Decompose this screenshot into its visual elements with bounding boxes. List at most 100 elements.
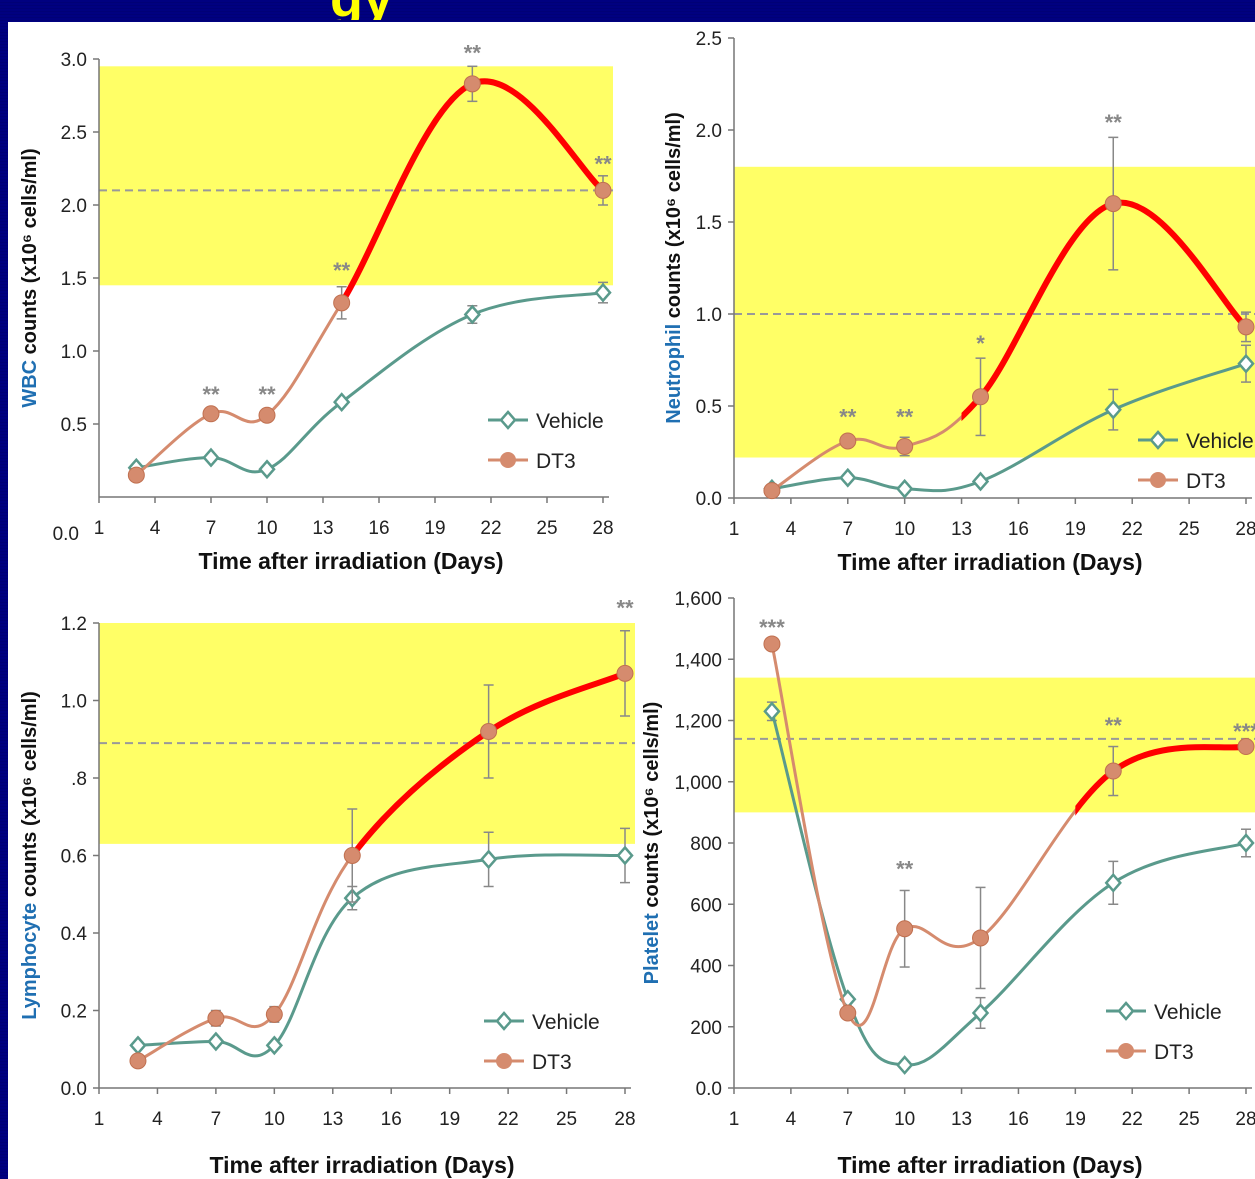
y-tick-label: 1.5	[61, 269, 87, 290]
x-tick-label: 25	[1179, 1109, 1200, 1130]
y-origin-label: 0.0	[53, 524, 79, 545]
y-tick-label: 2.5	[696, 29, 722, 50]
y-axis-title-accent: Neutrophil	[663, 324, 685, 424]
dt3-data-point	[616, 664, 634, 682]
x-tick-label: 28	[1235, 1109, 1255, 1130]
x-tick-label: 13	[951, 1109, 972, 1130]
dt3-data-point	[839, 432, 857, 450]
vehicle-data-point	[202, 447, 220, 468]
x-tick-label: 13	[312, 518, 333, 539]
x-tick-label: 4	[152, 1109, 163, 1130]
y-tick-label: 1,400	[674, 650, 722, 671]
x-tick-label: 25	[556, 1109, 577, 1130]
significance-annotation: **	[896, 857, 914, 882]
x-axis-title: Time after irradiation (Days)	[198, 548, 503, 574]
x-tick-label: 28	[1235, 519, 1255, 540]
vehicle-data-point	[333, 392, 351, 412]
vehicle-data-point	[1237, 353, 1255, 374]
x-tick-label: 7	[211, 1109, 222, 1130]
legend-label: Vehicle	[1154, 1001, 1222, 1024]
legend-label: Vehicle	[536, 410, 604, 433]
x-tick-label: 13	[322, 1109, 343, 1130]
y-tick-label: 0.5	[696, 397, 722, 418]
x-tick-label: 16	[368, 518, 389, 539]
dt3-data-point	[896, 437, 914, 455]
wbc-chart: 0.5 1.0 1.5 2.0 2.5 3.0 0.0 1 4 7 10 13 16 19 22 25 28 Ti…	[19, 40, 614, 574]
y-axis-title-accent: Platelet	[641, 913, 663, 984]
dt3-data-point	[480, 723, 498, 740]
dt3-data-point	[207, 1009, 225, 1027]
legend-label: DT3	[1186, 470, 1226, 493]
significance-annotation: **	[464, 40, 482, 65]
x-tick-label: 19	[439, 1109, 460, 1130]
significance-annotation: **	[333, 258, 351, 283]
y-axis-title-rest: counts (x10⁶ cells/ml)	[19, 691, 41, 903]
dt3-data-point	[896, 920, 914, 938]
x-tick-label: 7	[842, 519, 853, 540]
vehicle-data-point	[896, 478, 914, 499]
dt3-data-point	[594, 181, 612, 199]
dt3-data-point	[333, 294, 351, 312]
neutrophil-chart: 0.0 0.5 1.0 1.5 2.0 2.5 1 4 7 10 13 16 19 22 25 28 Time …	[663, 29, 1255, 575]
vehicle-data-point	[479, 849, 498, 870]
x-tick-label: 7	[842, 1109, 853, 1130]
y-tick-label: 1.2	[61, 614, 87, 635]
y-tick-label: 0.6	[61, 847, 87, 868]
x-tick-label: 4	[150, 518, 161, 539]
dt3-data-point	[343, 847, 361, 864]
x-tick-label: 22	[498, 1109, 519, 1130]
platelet-chart: 0.0 200 400 600 800 1,000 1,200 1,400 1,600 1 4 7 10…	[641, 589, 1255, 1178]
y-tick-label: 800	[690, 834, 722, 855]
vehicle-data-point	[971, 471, 990, 492]
significance-annotation: **	[616, 595, 634, 620]
dt3-data-point	[763, 482, 781, 500]
significance-annotation: ***	[1233, 719, 1255, 744]
y-tick-label: 1.0	[61, 692, 87, 713]
legend-label: Vehicle	[532, 1011, 600, 1034]
legend-dt3-marker	[1118, 1043, 1134, 1059]
legend-vehicle-marker	[1149, 430, 1167, 450]
y-tick-label: 1,600	[674, 589, 722, 610]
vehicle-data-point	[594, 282, 612, 303]
y-tick-label: 600	[690, 895, 722, 916]
x-tick-label: 10	[894, 519, 915, 540]
vehicle-data-point	[1104, 872, 1122, 893]
normal-range-band	[99, 623, 635, 844]
dt3-highlight-line	[352, 670, 627, 861]
y-tick-label: .8	[71, 769, 87, 790]
y-axis-title-accent: WBC	[19, 360, 41, 408]
legend-vehicle-marker	[1117, 1001, 1135, 1021]
slide-title-fragment: gy	[330, 0, 393, 20]
significance-annotation: **	[896, 404, 914, 429]
dt3-data-point	[127, 466, 145, 484]
y-tick-label: 0.0	[61, 1079, 87, 1100]
x-tick-label: 19	[424, 518, 445, 539]
y-axis-title-rest: counts (x10⁶ cells/ml)	[19, 148, 41, 360]
dt3-data-point	[763, 635, 781, 653]
legend-vehicle-marker	[499, 410, 517, 430]
significance-annotation: **	[202, 382, 220, 407]
normal-range-band	[99, 66, 613, 286]
x-tick-label: 16	[381, 1109, 402, 1130]
significance-annotation: **	[839, 404, 857, 429]
x-tick-label: 7	[206, 518, 217, 539]
legend-vehicle-marker	[495, 1011, 513, 1031]
significance-annotation: **	[1105, 713, 1123, 738]
dt3-data-point	[265, 1005, 283, 1023]
vehicle-data-point	[463, 304, 481, 325]
y-tick-label: 2.0	[61, 196, 87, 217]
significance-annotation: ***	[759, 615, 785, 640]
dt3-data-point	[1237, 318, 1255, 336]
legend-label: DT3	[536, 450, 576, 473]
vehicle-data-point	[763, 701, 781, 722]
y-tick-label: 0.2	[61, 1002, 87, 1023]
vehicle-data-point	[1104, 399, 1122, 420]
y-tick-label: 1,200	[674, 712, 722, 733]
x-tick-label: 4	[786, 1109, 797, 1130]
dt3-data-point	[839, 1004, 857, 1022]
y-axis-title: Platelet counts (x10⁶ cells/ml)	[641, 702, 663, 985]
normal-range-band	[734, 677, 1255, 813]
lymphocyte-chart: 0.0 0.2 0.4 0.6 .8 1.0 1.2 1 4 7 10 13 16 19 22 25 28 Tim…	[19, 595, 636, 1178]
significance-annotation: *	[976, 331, 985, 356]
x-tick-label: 1	[729, 1109, 740, 1130]
